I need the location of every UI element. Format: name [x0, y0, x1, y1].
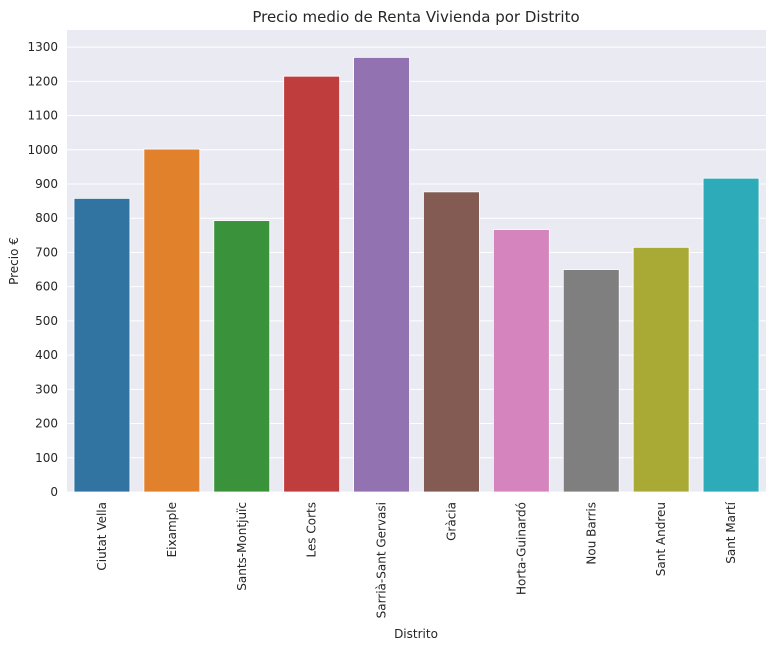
bar-eixample [143, 148, 201, 493]
bar-sants-montju-c [213, 220, 271, 493]
x-tick-label: Sants-Montjuïc [235, 502, 249, 591]
y-tick-label: 1100 [27, 109, 58, 123]
x-tick-label: Horta-Guinardó [514, 502, 528, 595]
bar-gr-cia [423, 191, 480, 493]
x-axis-label: Distrito [394, 627, 438, 641]
y-tick-label: 1200 [27, 74, 58, 88]
y-tick-label: 400 [35, 348, 58, 362]
y-axis-label: Precio € [7, 237, 21, 285]
x-tick-label: Gràcia [444, 502, 458, 541]
bar-horta-guinard- [492, 229, 550, 493]
bar-nou-barris [562, 269, 620, 493]
y-tick-label: 1000 [27, 143, 58, 157]
x-tick-label: Sant Martí [724, 501, 738, 563]
y-tick-label: 600 [35, 280, 58, 294]
y-tick-label: 100 [35, 451, 58, 465]
x-tick-label: Nou Barris [584, 502, 598, 565]
bar-sarri-sant-gervasi [353, 56, 410, 493]
y-tick-label: 700 [35, 245, 58, 259]
y-tick-label: 800 [35, 211, 58, 225]
bar-les-corts [283, 75, 341, 493]
bars [73, 56, 760, 493]
chart-title: Precio medio de Renta Vivienda por Distr… [252, 8, 579, 26]
x-tick-label: Eixample [165, 502, 179, 557]
bar-sant-andreu [632, 246, 690, 493]
x-tick-label: Sarrià-Sant Gervasi [375, 502, 389, 618]
y-tick-labels: 0 100 200 300 400 500 600 700 800 900 1000 1100 1200… [27, 40, 58, 499]
y-tick-label: 200 [35, 417, 58, 431]
y-tick-label: 1300 [27, 40, 58, 54]
y-tick-label: 500 [35, 314, 58, 328]
x-tick-labels: Ciutat Vella Eixample Sants-Montjuïc Les Co… [95, 501, 738, 618]
x-tick-label: Ciutat Vella [95, 502, 109, 571]
y-tick-label: 900 [35, 177, 58, 191]
x-tick-label: Les Corts [305, 502, 319, 558]
y-tick-label: 300 [35, 382, 58, 396]
y-tick-label: 0 [50, 485, 58, 499]
bar-sant-mart- [702, 177, 760, 493]
x-tick-label: Sant Andreu [654, 502, 668, 576]
bar-ciutat-vella [73, 197, 131, 493]
